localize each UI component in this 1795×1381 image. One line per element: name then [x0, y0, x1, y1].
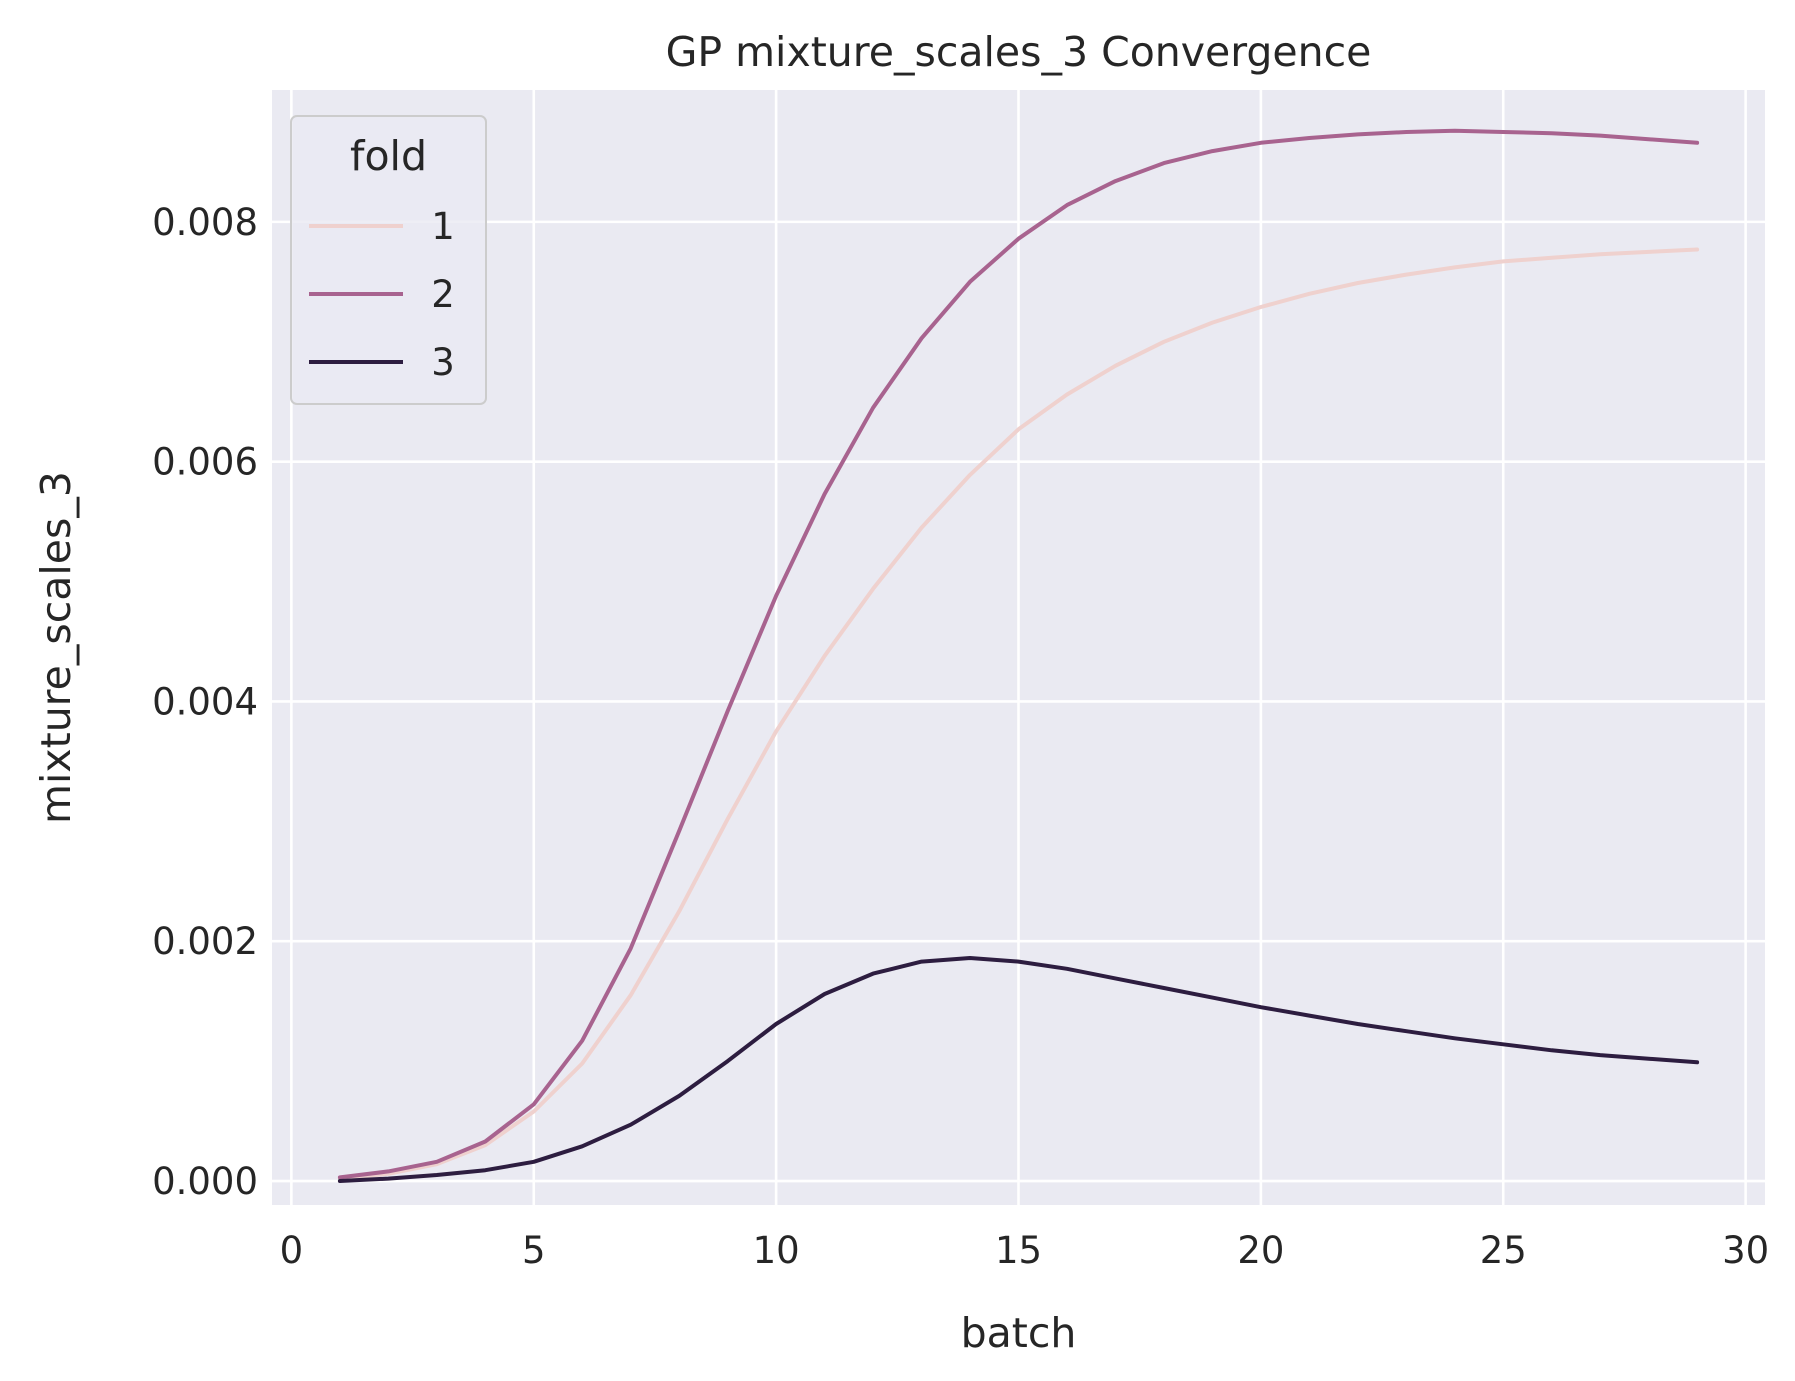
y-tick-label: 0.006	[152, 441, 258, 484]
y-tick-label: 0.004	[152, 680, 258, 723]
chart-title: GP mixture_scales_3 Convergence	[666, 28, 1372, 76]
x-axis-label: batch	[961, 1309, 1077, 1357]
legend-label: 2	[431, 273, 455, 316]
y-tick-label: 0.000	[152, 1160, 258, 1203]
x-tick-label: 30	[1722, 1229, 1769, 1272]
x-tick-label: 0	[280, 1229, 304, 1272]
x-tick-label: 5	[522, 1229, 546, 1272]
legend-entries: 1 2 3	[309, 205, 455, 384]
series-line-fold-3	[337, 956, 1700, 1183]
series-lines	[337, 128, 1700, 1183]
x-tick-label: 20	[1237, 1229, 1284, 1272]
x-tick-label: 15	[995, 1229, 1042, 1272]
y-axis-label: mixture_scales_3	[32, 471, 80, 824]
legend: fold 1 2 3	[290, 115, 487, 405]
tick-labels: 0 5 10 15 20 25 30 0.000 0.002 0.004 0.006 0.008	[152, 201, 1769, 1272]
gridlines	[272, 90, 1765, 1205]
x-tick-label: 10	[753, 1229, 800, 1272]
legend-label: 3	[431, 341, 455, 384]
series-line-fold-1	[337, 247, 1700, 1181]
y-tick-label: 0.002	[152, 920, 258, 963]
series-line-fold-2	[337, 128, 1700, 1180]
legend-title: fold	[350, 132, 427, 180]
x-tick-label: 25	[1480, 1229, 1527, 1272]
legend-box	[290, 115, 487, 405]
y-tick-label: 0.008	[152, 201, 258, 244]
legend-label: 1	[431, 205, 455, 248]
